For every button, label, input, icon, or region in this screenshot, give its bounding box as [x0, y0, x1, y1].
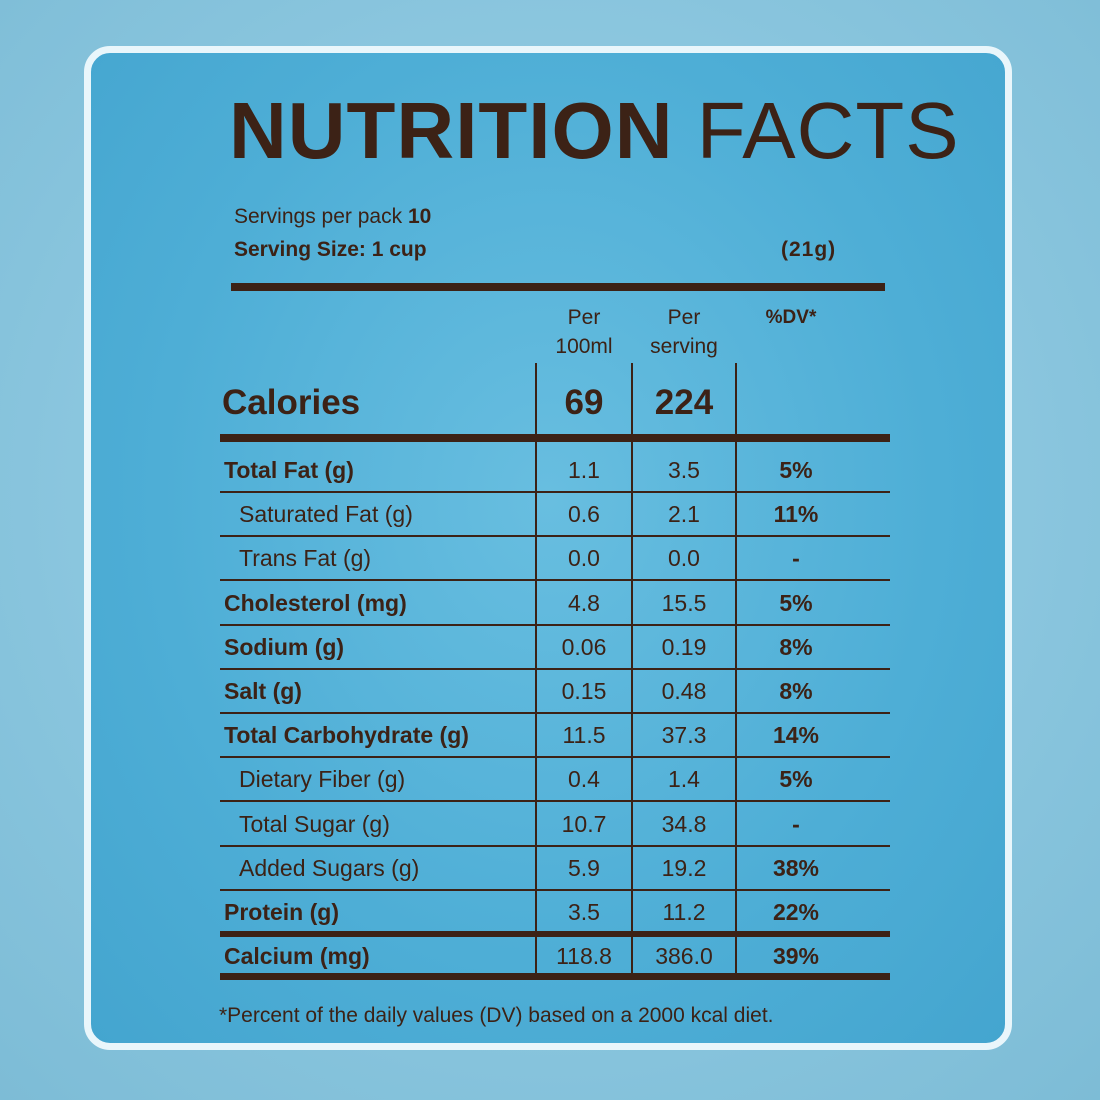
nutrient-label: Dietary Fiber (g)	[239, 766, 406, 793]
value-per-100ml: 10.7	[561, 810, 607, 837]
value-per-100ml: 11.5	[562, 722, 606, 749]
nutrient-label: Protein (g)	[224, 899, 339, 925]
column-divider-2	[631, 363, 633, 980]
value-per-serving: 0.0	[668, 545, 700, 572]
col-header-per-serving-line2: serving	[650, 335, 718, 358]
row-separator	[220, 535, 890, 538]
value-dv: 8%	[779, 678, 813, 704]
serving-size: Serving Size: 1 cup	[234, 238, 427, 261]
value-dv: 14%	[772, 722, 820, 749]
nutrient-row: Trans Fat (g) 0.0 0.0 -	[220, 536, 890, 582]
nutrient-row: Dietary Fiber (g) 0.4 1.4 5%	[220, 757, 890, 803]
calories-label: Calories	[222, 383, 361, 422]
row-separator	[220, 579, 890, 582]
column-divider-1	[535, 363, 537, 980]
value-dv: -	[792, 810, 800, 837]
nutrient-row: Salt (g) 0.15 0.48 8%	[220, 669, 890, 714]
calories-per-100ml: 69	[564, 383, 604, 422]
nutrient-row: Saturated Fat (g) 0.6 2.1 11%	[220, 492, 890, 538]
column-divider-3	[735, 363, 737, 980]
value-per-100ml: 5.9	[568, 854, 600, 881]
row-separator	[220, 712, 890, 714]
nutrient-row: Total Sugar (g) 10.7 34.8 -	[220, 802, 890, 847]
servings-per-pack-label: Servings per pack	[234, 205, 403, 228]
value-per-serving: 386.0	[655, 943, 713, 970]
value-per-serving: 2.1	[668, 501, 700, 528]
value-per-serving: 19.2	[661, 854, 707, 881]
value-per-serving: 3.5	[668, 457, 700, 483]
value-per-serving: 11.2	[662, 899, 706, 925]
nutrient-row: Total Fat (g) 1.1 3.5 5%	[220, 448, 890, 493]
value-dv: 5%	[779, 457, 813, 483]
nutrient-label: Saturated Fat (g)	[239, 501, 413, 528]
nutrient-label: Salt (g)	[224, 678, 302, 704]
nutrient-label: Calcium (mg)	[224, 943, 370, 970]
nutrient-row: Calcium (mg) 118.8 386.0 39%	[220, 934, 890, 978]
calories-per-serving: 224	[654, 383, 714, 422]
value-dv: 5%	[779, 766, 813, 793]
value-per-100ml: 0.4	[568, 766, 600, 793]
bottom-thick-rule	[220, 973, 890, 980]
title-bold: NUTRITION	[229, 86, 674, 175]
nutrient-label: Cholesterol (mg)	[224, 589, 407, 616]
col-header-per-serving: Per serving	[632, 303, 736, 361]
value-per-100ml: 0.0	[568, 545, 600, 572]
row-separator	[220, 844, 890, 847]
nutrition-facts-panel: NUTRITION FACTS Servings per pack 10 Ser…	[84, 46, 1012, 1050]
col-header-per-100ml-line2: 100ml	[555, 335, 613, 358]
value-per-100ml: 118.8	[556, 943, 612, 970]
value-dv: 11%	[773, 501, 819, 528]
value-per-serving: 0.19	[661, 633, 707, 660]
row-separator	[220, 667, 890, 670]
nutrient-row: Sodium (g) 0.06 0.19 8%	[220, 625, 890, 670]
value-per-100ml: 0.15	[561, 678, 607, 704]
value-dv: 39%	[772, 943, 820, 970]
footnote: *Percent of the daily values (DV) based …	[219, 1004, 774, 1027]
col-header-per-100ml-line1: Per	[567, 306, 601, 329]
value-per-serving: 37.3	[661, 722, 707, 749]
servings-per-pack-value: 10	[407, 205, 432, 228]
nutrient-row: Cholesterol (mg) 4.8 15.5 5%	[220, 581, 890, 626]
row-separator	[220, 491, 890, 493]
value-dv: -	[792, 545, 800, 572]
value-per-serving: 15.5	[661, 589, 707, 616]
serving-size-grams: (21g)	[781, 238, 837, 261]
nutrient-row: Protein (g) 3.5 11.2 22%	[220, 890, 890, 937]
nutrition-facts-title: NUTRITION FACTS	[229, 91, 960, 171]
row-separator	[220, 800, 890, 803]
nutrient-label: Sodium (g)	[224, 633, 345, 660]
value-dv: 8%	[779, 633, 813, 660]
col-header-per-serving-line1: Per	[667, 306, 701, 329]
col-header-per-100ml: Per 100ml	[536, 303, 632, 361]
row-separator	[220, 623, 890, 626]
nutrient-label: Added Sugars (g)	[239, 854, 420, 881]
nutrient-label: Total Fat (g)	[224, 457, 354, 483]
nutrient-label: Total Sugar (g)	[239, 810, 390, 837]
value-per-100ml: 0.6	[568, 501, 600, 528]
value-dv: 22%	[772, 899, 820, 925]
value-per-serving: 1.4	[668, 766, 700, 793]
row-separator	[220, 931, 890, 937]
col-header-dv: %DV*	[765, 307, 817, 328]
nutrient-row: Total Carbohydrate (g) 11.5 37.3 14%	[220, 713, 890, 759]
value-per-100ml: 3.5	[568, 899, 600, 925]
value-dv: 5%	[779, 589, 813, 616]
value-per-serving: 34.8	[661, 810, 707, 837]
row-separator	[220, 756, 890, 759]
servings-per-pack: Servings per pack 10	[234, 205, 431, 229]
top-thick-rule	[231, 283, 885, 291]
value-per-serving: 0.48	[661, 678, 707, 704]
title-light: FACTS	[696, 86, 960, 175]
value-dv: 38%	[772, 854, 820, 881]
calories-thick-rule	[220, 434, 890, 442]
row-separator	[220, 888, 890, 891]
value-per-100ml: 0.06	[561, 633, 607, 660]
nutrient-label: Trans Fat (g)	[239, 545, 372, 572]
nutrient-label: Total Carbohydrate (g)	[224, 722, 469, 749]
nutrient-row: Added Sugars (g) 5.9 19.2 38%	[220, 846, 890, 891]
value-per-100ml: 1.1	[568, 457, 600, 483]
value-per-100ml: 4.8	[568, 589, 600, 616]
